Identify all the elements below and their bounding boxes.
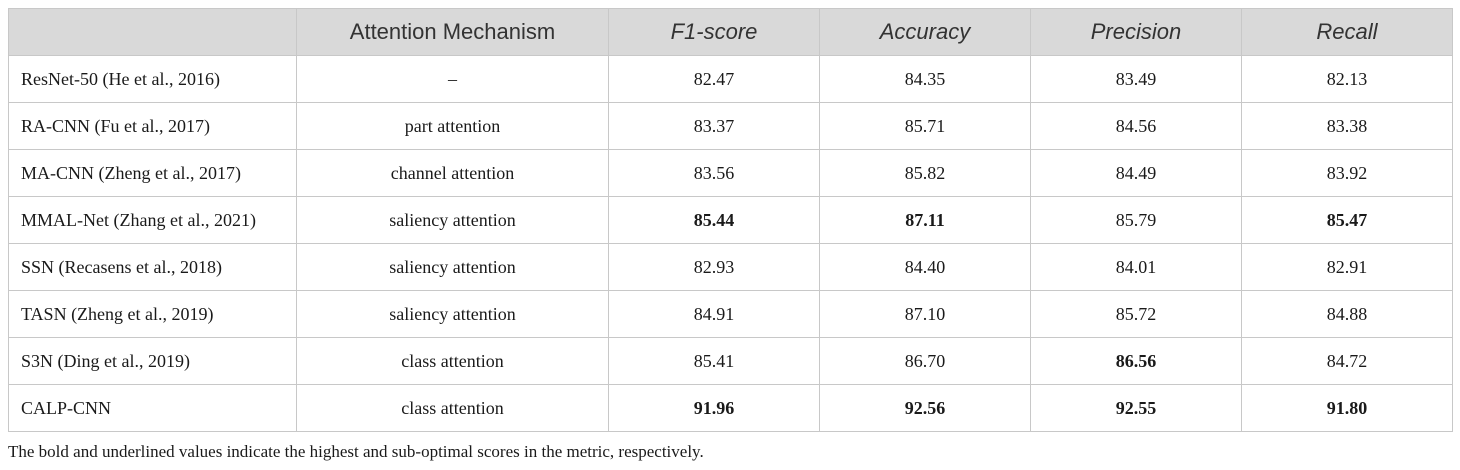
header-model bbox=[8, 8, 297, 56]
cell-attention: saliency attention bbox=[296, 196, 609, 244]
cell-model: RA-CNN (Fu et al., 2017) bbox=[8, 102, 297, 150]
cell-attention: class attention bbox=[296, 337, 609, 385]
cell-f1: 82.47 bbox=[608, 55, 820, 103]
cell-model: S3N (Ding et al., 2019) bbox=[8, 337, 297, 385]
cell-model: CALP-CNN bbox=[8, 384, 297, 432]
header-f1-score: F1-score bbox=[608, 8, 820, 56]
table-footnote: The bold and underlined values indicate … bbox=[8, 442, 704, 461]
results-table-container: Attention Mechanism F1-score Accuracy Pr… bbox=[8, 8, 1453, 432]
cell-accuracy: 92.56 bbox=[819, 384, 1031, 432]
cell-f1: 83.37 bbox=[608, 102, 820, 150]
cell-f1: 91.96 bbox=[608, 384, 820, 432]
cell-model: TASN (Zheng et al., 2019) bbox=[8, 290, 297, 338]
cell-precision: 84.56 bbox=[1030, 102, 1242, 150]
cell-recall: 91.80 bbox=[1241, 384, 1453, 432]
cell-accuracy: 86.70 bbox=[819, 337, 1031, 385]
cell-model: ResNet-50 (He et al., 2016) bbox=[8, 55, 297, 103]
cell-accuracy: 84.40 bbox=[819, 243, 1031, 291]
cell-accuracy: 85.71 bbox=[819, 102, 1031, 150]
cell-accuracy: 87.10 bbox=[819, 290, 1031, 338]
header-accuracy: Accuracy bbox=[819, 8, 1031, 56]
cell-accuracy: 85.82 bbox=[819, 149, 1031, 197]
cell-recall: 84.88 bbox=[1241, 290, 1453, 338]
cell-model: MMAL-Net (Zhang et al., 2021) bbox=[8, 196, 297, 244]
table-row: TASN (Zheng et al., 2019) saliency atten… bbox=[8, 290, 1453, 338]
cell-attention: part attention bbox=[296, 102, 609, 150]
table-row: MA-CNN (Zheng et al., 2017) channel atte… bbox=[8, 149, 1453, 197]
header-recall: Recall bbox=[1241, 8, 1453, 56]
table-row: S3N (Ding et al., 2019) class attention … bbox=[8, 337, 1453, 385]
cell-precision: 85.79 bbox=[1030, 196, 1242, 244]
cell-precision: 86.56 bbox=[1030, 337, 1242, 385]
header-attention-mechanism: Attention Mechanism bbox=[296, 8, 609, 56]
table-row: SSN (Recasens et al., 2018) saliency att… bbox=[8, 243, 1453, 291]
cell-f1: 84.91 bbox=[608, 290, 820, 338]
header-precision: Precision bbox=[1030, 8, 1242, 56]
table-row: MMAL-Net (Zhang et al., 2021) saliency a… bbox=[8, 196, 1453, 244]
cell-recall: 83.92 bbox=[1241, 149, 1453, 197]
cell-recall: 83.38 bbox=[1241, 102, 1453, 150]
cell-accuracy: 87.11 bbox=[819, 196, 1031, 244]
table-row: ResNet-50 (He et al., 2016) – 82.47 84.3… bbox=[8, 55, 1453, 103]
cell-attention: saliency attention bbox=[296, 243, 609, 291]
cell-recall: 85.47 bbox=[1241, 196, 1453, 244]
cell-f1: 82.93 bbox=[608, 243, 820, 291]
cell-model: MA-CNN (Zheng et al., 2017) bbox=[8, 149, 297, 197]
cell-attention: saliency attention bbox=[296, 290, 609, 338]
cell-precision: 92.55 bbox=[1030, 384, 1242, 432]
results-table: Attention Mechanism F1-score Accuracy Pr… bbox=[8, 8, 1453, 432]
cell-recall: 82.91 bbox=[1241, 243, 1453, 291]
cell-accuracy: 84.35 bbox=[819, 55, 1031, 103]
cell-precision: 85.72 bbox=[1030, 290, 1242, 338]
cell-recall: 82.13 bbox=[1241, 55, 1453, 103]
cell-attention: class attention bbox=[296, 384, 609, 432]
table-row: RA-CNN (Fu et al., 2017) part attention … bbox=[8, 102, 1453, 150]
cell-f1: 83.56 bbox=[608, 149, 820, 197]
cell-recall: 84.72 bbox=[1241, 337, 1453, 385]
cell-precision: 84.49 bbox=[1030, 149, 1242, 197]
cell-precision: 83.49 bbox=[1030, 55, 1242, 103]
cell-attention: channel attention bbox=[296, 149, 609, 197]
cell-f1: 85.44 bbox=[608, 196, 820, 244]
table-row: CALP-CNN class attention 91.96 92.56 92.… bbox=[8, 384, 1453, 432]
cell-model: SSN (Recasens et al., 2018) bbox=[8, 243, 297, 291]
header-row: Attention Mechanism F1-score Accuracy Pr… bbox=[8, 8, 1453, 56]
cell-attention: – bbox=[296, 55, 609, 103]
cell-precision: 84.01 bbox=[1030, 243, 1242, 291]
cell-f1: 85.41 bbox=[608, 337, 820, 385]
